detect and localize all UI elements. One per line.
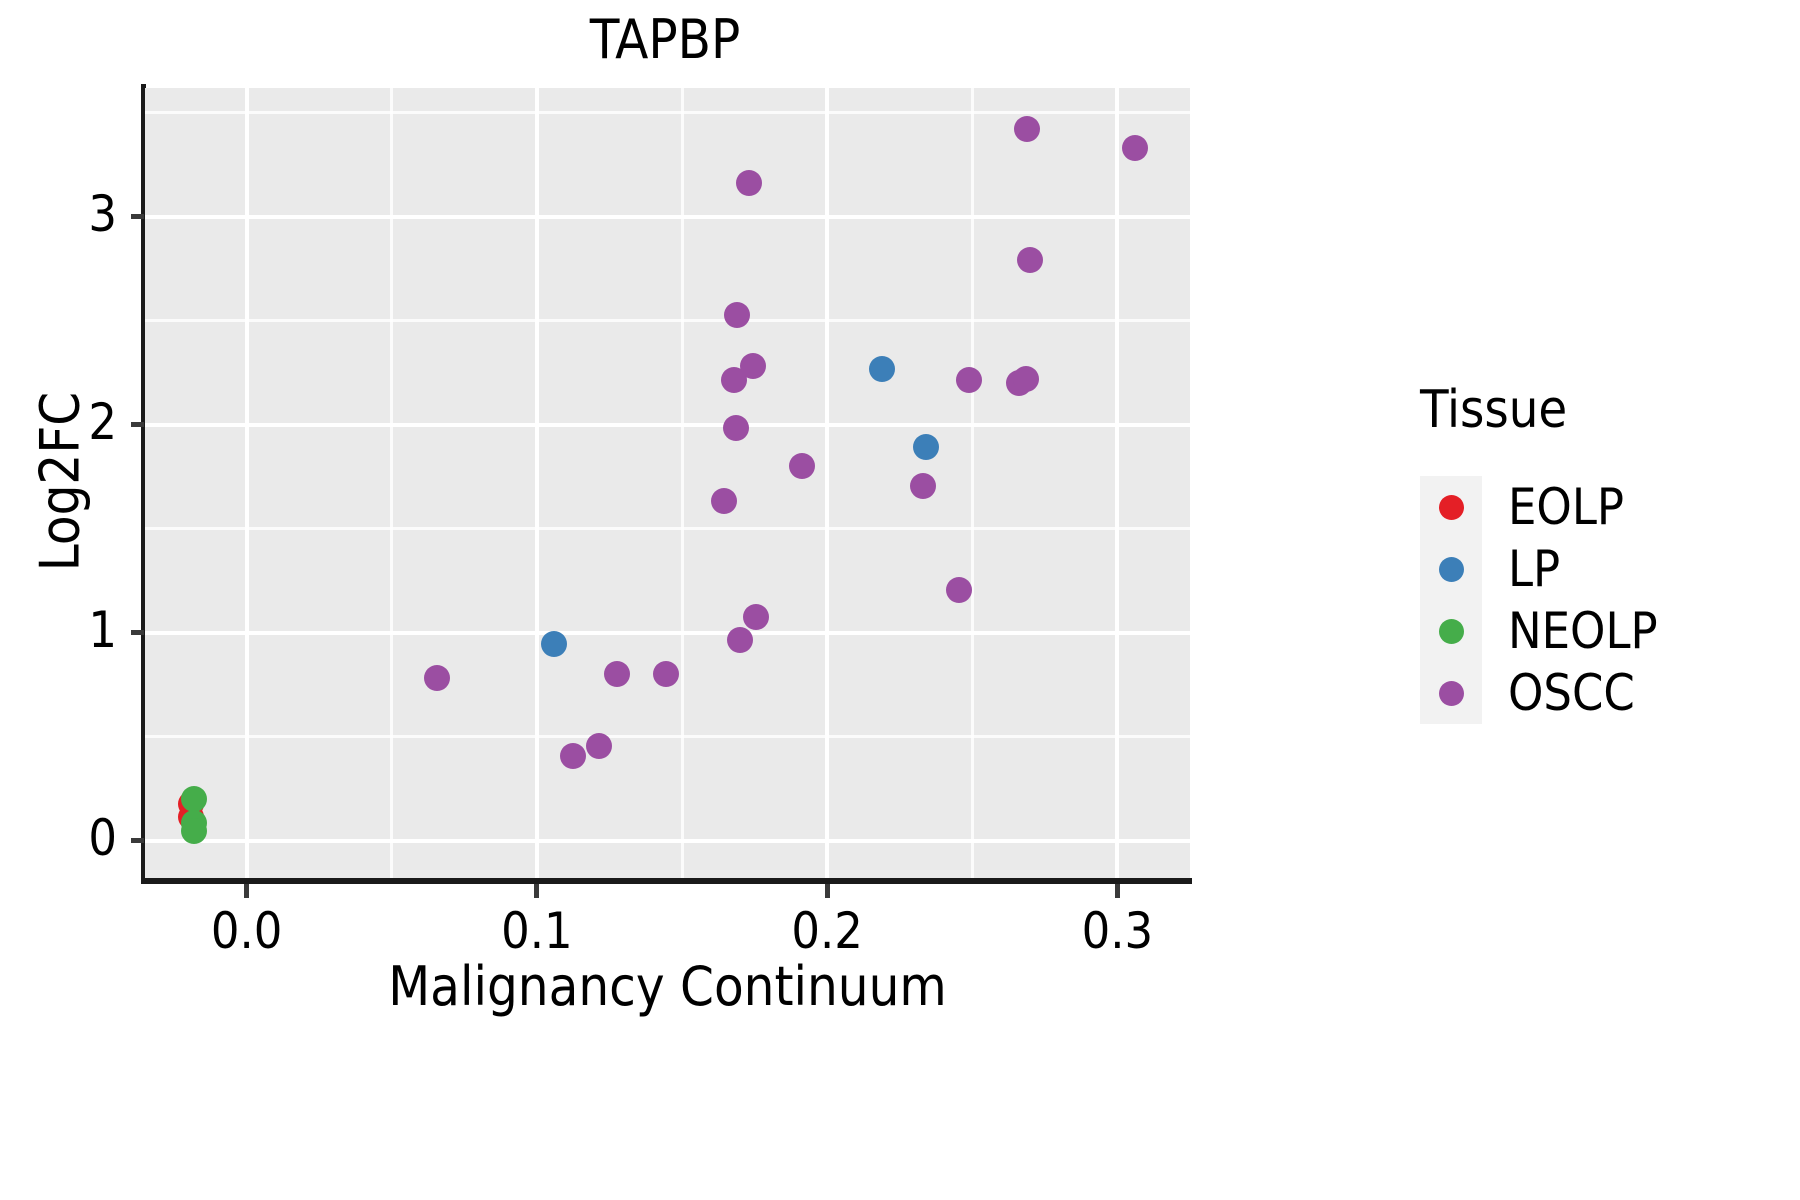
data-point	[653, 661, 680, 688]
data-point	[946, 577, 973, 604]
x-tick-label: 0.3	[1081, 902, 1154, 960]
data-point	[1017, 246, 1044, 273]
data-point	[789, 453, 816, 480]
gridline-vertical-minor	[390, 88, 394, 878]
gridline-vertical-major	[1115, 88, 1120, 878]
x-tick-mark	[1114, 884, 1120, 898]
gridline-horizontal-minor	[145, 319, 1190, 323]
legend-item-label: NEOLP	[1508, 602, 1658, 660]
y-tick-label: 3	[88, 184, 117, 243]
legend-color-dot	[1438, 618, 1464, 644]
data-point	[956, 367, 983, 394]
y-axis-title: Log2FC	[28, 391, 92, 572]
data-point	[912, 433, 939, 460]
data-point	[724, 301, 751, 328]
gridline-vertical-major	[825, 88, 830, 878]
data-point	[722, 414, 749, 441]
legend-key-swatch	[1420, 476, 1482, 538]
x-tick-label: 0.1	[501, 902, 573, 960]
gridline-horizontal-minor	[145, 111, 1190, 115]
legend-item-label: LP	[1508, 540, 1561, 598]
legend-item[interactable]: LP	[1420, 538, 1790, 600]
x-tick-mark	[824, 884, 830, 898]
data-point	[1014, 115, 1041, 142]
page-title: TAPBP	[589, 8, 741, 71]
y-tick-label: 0	[88, 808, 117, 867]
data-point	[711, 487, 738, 514]
legend-item[interactable]: NEOLP	[1420, 600, 1790, 662]
gridline-vertical-major	[244, 88, 249, 878]
legend-key-swatch	[1420, 600, 1482, 662]
gridline-horizontal-major	[145, 422, 1190, 427]
data-point	[869, 355, 896, 382]
data-point	[727, 626, 754, 653]
gridline-vertical-minor	[680, 88, 684, 878]
legend-title: Tissue	[1420, 380, 1568, 440]
gridline-vertical-major	[534, 88, 539, 878]
y-axis-line	[141, 84, 146, 882]
gridline-horizontal-minor	[145, 527, 1190, 531]
x-axis-title: Malignancy Continuum	[388, 955, 947, 1018]
data-point	[743, 604, 770, 631]
data-point	[423, 665, 450, 692]
data-point	[541, 631, 568, 658]
data-point	[735, 169, 762, 196]
legend-color-dot	[1438, 494, 1464, 520]
data-point	[909, 473, 936, 500]
data-point	[603, 661, 630, 688]
legend-key-swatch	[1420, 662, 1482, 724]
x-axis-line	[141, 878, 1192, 884]
y-tick-label: 1	[88, 600, 117, 659]
gridline-horizontal-minor	[145, 735, 1190, 739]
legend-color-dot	[1438, 556, 1464, 582]
x-tick-mark	[244, 884, 250, 898]
legend-item[interactable]: EOLP	[1420, 476, 1790, 538]
plot-panel	[145, 88, 1190, 878]
legend-color-dot	[1438, 680, 1464, 706]
gridline-horizontal-major	[145, 630, 1190, 635]
x-tick-mark	[534, 884, 540, 898]
gridline-horizontal-major	[145, 838, 1190, 843]
x-tick-label: 0.0	[210, 902, 283, 960]
legend-item[interactable]: OSCC	[1420, 662, 1790, 724]
legend-items: EOLP LP NEOLP OSCC	[1420, 476, 1790, 724]
y-tick-mark	[131, 838, 144, 844]
data-point	[181, 818, 208, 845]
data-point	[740, 352, 767, 379]
y-tick-label: 2	[88, 392, 117, 451]
gridline-vertical-minor	[970, 88, 974, 878]
data-point	[586, 732, 613, 759]
data-point	[181, 786, 208, 812]
legend-item-label: EOLP	[1508, 478, 1624, 536]
y-tick-mark	[131, 422, 144, 428]
data-point	[1121, 135, 1148, 162]
legend: Tissue EOLP LP NEOLP OSCC	[1420, 380, 1790, 724]
data-point	[560, 743, 587, 770]
data-point	[1012, 366, 1039, 393]
gridline-horizontal-major	[145, 214, 1190, 219]
y-tick-mark	[131, 630, 144, 636]
legend-item-label: OSCC	[1508, 664, 1635, 722]
x-tick-label: 0.2	[791, 902, 863, 960]
y-tick-mark	[131, 214, 144, 220]
legend-key-swatch	[1420, 538, 1482, 600]
